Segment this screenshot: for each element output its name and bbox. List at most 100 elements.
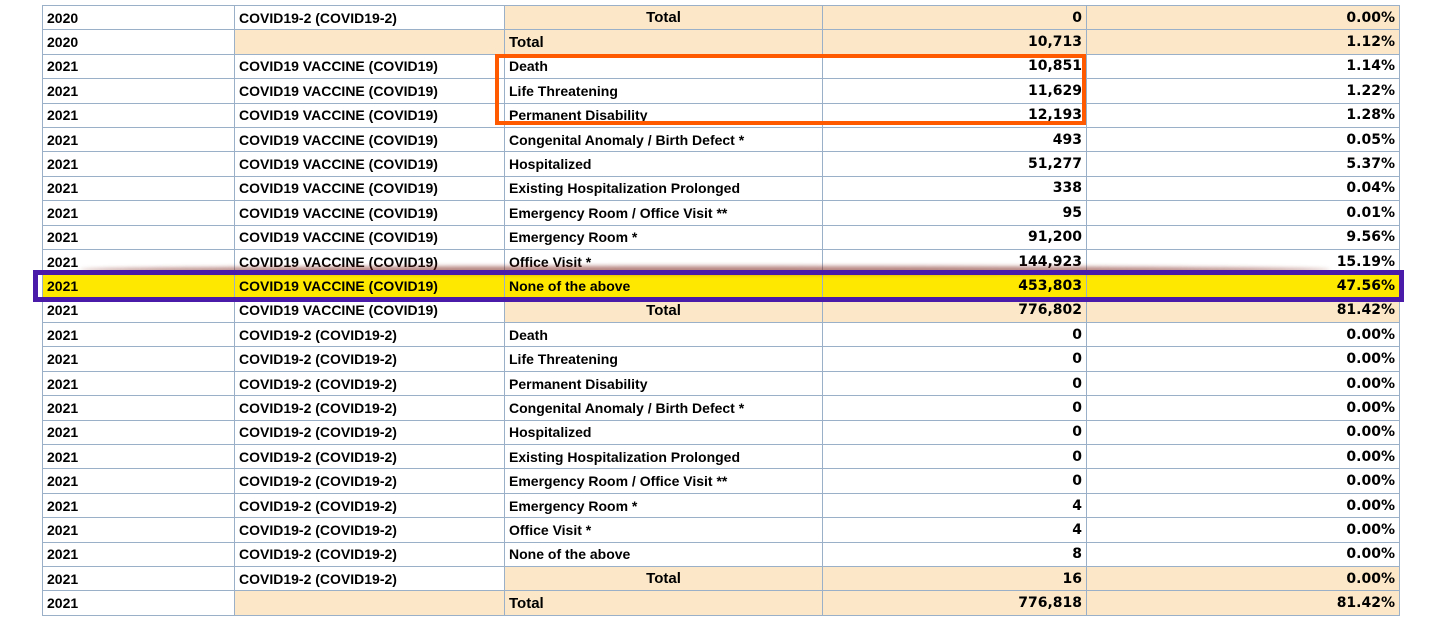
percent-cell: 0.00% (1086, 492, 1400, 519)
count-cell: 776,818 (822, 590, 1087, 616)
table-row: 2021 COVID19-2 (COVID19-2) Total 16 0.00% (42, 565, 1400, 592)
table-row: 2021 COVID19 VACCINE (COVID19) Emergency R… (42, 200, 1400, 226)
symptom-cell: Emergency Room / Office Visit ** (504, 468, 823, 494)
symptom-cell: Total (504, 565, 823, 592)
percent-cell: 0.00% (1086, 4, 1400, 31)
results-table: 2020 COVID19-2 (COVID19-2) Total 0 0.00% 2020… (42, 4, 1400, 616)
symptom-cell: Death (504, 322, 823, 348)
vaccine-cell: COVID19-2 (COVID19-2) (234, 468, 505, 494)
table-row: 2021 COVID19 VACCINE (COVID19) Office Visi… (42, 248, 1400, 275)
table-row: 2021 COVID19 VACCINE (COVID19) None of the… (42, 273, 1400, 299)
year-cell: 2021 (42, 297, 235, 324)
table-row: 2021 COVID19 VACCINE (COVID19) Permanent D… (42, 102, 1400, 128)
table-row: 2021 COVID19 VACCINE (COVID19) Emergency R… (42, 224, 1400, 250)
percent-cell: 15.19% (1086, 248, 1400, 275)
year-cell: 2020 (42, 29, 235, 55)
table-row: 2021 COVID19-2 (COVID19-2) Death 0 0.00% (42, 322, 1400, 348)
percent-cell: 0.05% (1086, 126, 1400, 153)
percent-cell: 9.56% (1086, 224, 1400, 250)
count-cell: 0 (822, 468, 1087, 494)
percent-cell: 81.42% (1086, 297, 1400, 324)
year-cell: 2021 (42, 468, 235, 494)
count-cell: 0 (822, 444, 1087, 470)
year-cell: 2021 (42, 273, 235, 299)
table-row: 2021 COVID19 VACCINE (COVID19) Total 776,80… (42, 297, 1400, 324)
count-cell: 0 (822, 346, 1087, 372)
count-cell: 95 (822, 200, 1087, 226)
vaccine-cell: COVID19 VACCINE (COVID19) (234, 53, 505, 80)
vaccine-cell: COVID19 VACCINE (COVID19) (234, 175, 505, 202)
percent-cell: 1.22% (1086, 78, 1400, 104)
year-cell: 2021 (42, 78, 235, 104)
symptom-cell: None of the above (504, 541, 823, 567)
year-cell: 2021 (42, 395, 235, 421)
vaccine-cell: COVID19 VACCINE (COVID19) (234, 102, 505, 128)
symptom-cell: Emergency Room * (504, 224, 823, 250)
table-row: 2021 COVID19-2 (COVID19-2) Existing Hospit… (42, 444, 1400, 470)
count-cell: 0 (822, 419, 1087, 446)
year-cell: 2021 (42, 200, 235, 226)
table-row: 2021 COVID19-2 (COVID19-2) Congenital Anom… (42, 395, 1400, 421)
symptom-cell: Office Visit * (504, 248, 823, 275)
vaccine-cell: COVID19 VACCINE (COVID19) (234, 151, 505, 177)
vaccine-cell: COVID19-2 (COVID19-2) (234, 346, 505, 372)
symptom-cell: Total (504, 4, 823, 31)
count-cell: 51,277 (822, 151, 1087, 177)
percent-cell: 0.00% (1086, 419, 1400, 446)
year-cell: 2021 (42, 419, 235, 446)
vaccine-cell: COVID19-2 (COVID19-2) (234, 492, 505, 519)
vaccine-cell: COVID19 VACCINE (COVID19) (234, 297, 505, 324)
year-cell: 2021 (42, 590, 235, 616)
percent-cell: 0.00% (1086, 517, 1400, 543)
symptom-cell: Life Threatening (504, 78, 823, 104)
year-cell: 2021 (42, 248, 235, 275)
count-cell: 0 (822, 4, 1087, 31)
symptom-cell: Total (504, 590, 823, 616)
count-cell: 16 (822, 565, 1087, 592)
count-cell: 338 (822, 175, 1087, 202)
year-cell: 2021 (42, 517, 235, 543)
year-cell: 2021 (42, 53, 235, 80)
count-cell: 11,629 (822, 78, 1087, 104)
symptom-cell: Existing Hospitalization Prolonged (504, 444, 823, 470)
year-cell: 2021 (42, 126, 235, 153)
symptom-cell: Office Visit * (504, 517, 823, 543)
percent-cell: 0.00% (1086, 468, 1400, 494)
count-cell: 0 (822, 395, 1087, 421)
symptom-cell: Existing Hospitalization Prolonged (504, 175, 823, 202)
percent-cell: 1.28% (1086, 102, 1400, 128)
symptom-cell: Emergency Room / Office Visit ** (504, 200, 823, 226)
percent-cell: 0.00% (1086, 565, 1400, 592)
percent-cell: 1.14% (1086, 53, 1400, 80)
table-row: 2020 COVID19-2 (COVID19-2) Total 0 0.00% (42, 4, 1400, 31)
count-cell: 776,802 (822, 297, 1087, 324)
count-cell: 4 (822, 492, 1087, 519)
table-row: 2021 COVID19 VACCINE (COVID19) Life Threat… (42, 78, 1400, 104)
year-cell: 2021 (42, 224, 235, 250)
year-cell: 2021 (42, 346, 235, 372)
vaccine-cell: COVID19-2 (COVID19-2) (234, 541, 505, 567)
count-cell: 10,851 (822, 53, 1087, 80)
percent-cell: 0.01% (1086, 200, 1400, 226)
percent-cell: 47.56% (1086, 273, 1400, 299)
vaccine-cell: COVID19-2 (COVID19-2) (234, 517, 505, 543)
year-cell: 2021 (42, 444, 235, 470)
symptom-cell: Permanent Disability (504, 102, 823, 128)
symptom-cell: Total (504, 297, 823, 324)
table-row: 2021 COVID19 VACCINE (COVID19) Death 10,851… (42, 53, 1400, 80)
year-cell: 2020 (42, 4, 235, 31)
table-row: 2021 COVID19-2 (COVID19-2) None of the abo… (42, 541, 1400, 567)
vaccine-cell: COVID19 VACCINE (COVID19) (234, 126, 505, 153)
table-row: 2021 COVID19-2 (COVID19-2) Emergency Room … (42, 492, 1400, 519)
vaccine-cell: COVID19 VACCINE (COVID19) (234, 224, 505, 250)
percent-cell: 0.00% (1086, 370, 1400, 397)
table-row: 2021 COVID19 VACCINE (COVID19) Existing Ho… (42, 175, 1400, 202)
table-row: 2021 COVID19-2 (COVID19-2) Emergency Room … (42, 468, 1400, 494)
table-row: 2021 COVID19-2 (COVID19-2) Office Visit * 4… (42, 517, 1400, 543)
percent-cell: 1.12% (1086, 29, 1400, 55)
vaccine-cell: COVID19 VACCINE (COVID19) (234, 273, 505, 299)
table-row: 2021 COVID19 VACCINE (COVID19) Hospitalize… (42, 151, 1400, 177)
count-cell: 0 (822, 370, 1087, 397)
vaccine-cell: COVID19-2 (COVID19-2) (234, 395, 505, 421)
count-cell: 4 (822, 517, 1087, 543)
